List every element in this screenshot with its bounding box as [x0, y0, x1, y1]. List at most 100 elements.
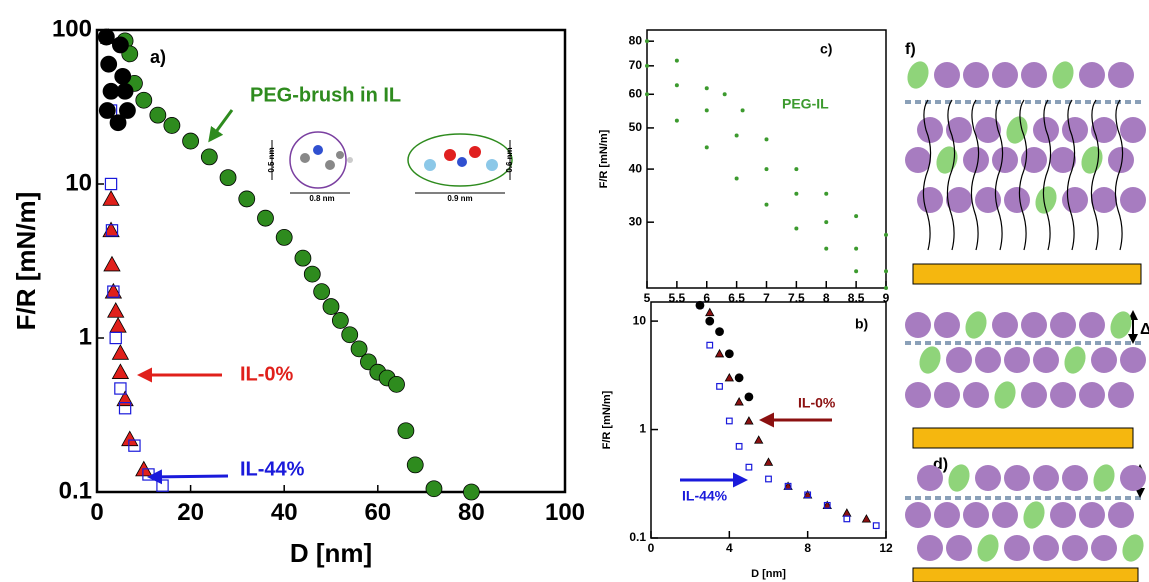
ion — [1021, 147, 1047, 173]
delta-label: Δ — [1140, 321, 1149, 338]
ion — [1021, 382, 1047, 408]
point — [861, 514, 872, 523]
point — [425, 480, 443, 498]
ion — [975, 347, 1001, 373]
x-tick-label: 5.5 — [669, 291, 686, 305]
point — [102, 190, 120, 206]
x-tick-label: 0 — [90, 499, 103, 526]
ion — [1108, 382, 1134, 408]
series-label: PEG-brush in IL — [250, 84, 401, 106]
point — [854, 269, 859, 274]
ion — [934, 62, 960, 88]
ion — [936, 146, 958, 174]
brush-chain — [1042, 99, 1052, 251]
point — [341, 326, 359, 344]
point — [725, 417, 733, 425]
point — [724, 372, 735, 382]
point — [695, 300, 705, 310]
annotation: 0.9 nm — [447, 194, 472, 203]
point — [824, 191, 829, 196]
point — [763, 457, 774, 466]
ion — [1091, 535, 1117, 561]
point — [674, 118, 679, 123]
x-tick-label: 20 — [177, 499, 204, 526]
point — [350, 340, 368, 358]
point — [842, 508, 852, 517]
point — [109, 331, 122, 345]
point — [823, 501, 831, 509]
ion — [934, 312, 960, 338]
point — [100, 55, 118, 73]
y-tick-label: 0.1 — [629, 530, 646, 544]
point — [744, 416, 754, 425]
ion — [963, 62, 989, 88]
point — [135, 91, 153, 109]
x-tick-label: 80 — [458, 499, 485, 526]
point — [854, 214, 859, 219]
point — [794, 167, 799, 172]
point — [824, 220, 829, 225]
brush-chain — [994, 99, 1004, 251]
point — [734, 397, 744, 406]
point — [111, 344, 130, 360]
point — [182, 132, 200, 150]
ion — [1108, 147, 1134, 173]
series-arrow — [147, 469, 229, 485]
ion — [934, 382, 960, 408]
ion — [1023, 501, 1045, 529]
point — [119, 102, 136, 119]
panel-label: f) — [905, 41, 916, 58]
point — [765, 475, 772, 483]
molecules — [271, 131, 513, 194]
ion — [1081, 146, 1103, 174]
series-label: IL-44% — [682, 488, 728, 504]
ion — [1062, 535, 1088, 561]
ion — [977, 534, 999, 562]
y-tick-label: 80 — [629, 33, 643, 47]
point — [107, 302, 125, 318]
panel-label: a) — [150, 47, 166, 67]
brush-chain — [1114, 99, 1124, 251]
ion — [1079, 502, 1105, 528]
point — [734, 176, 739, 181]
ion — [1004, 535, 1030, 561]
y-tick-label: 50 — [629, 120, 643, 134]
point — [303, 265, 321, 283]
point — [704, 86, 709, 91]
point — [734, 133, 739, 138]
point — [745, 463, 753, 471]
point — [219, 169, 237, 187]
point — [704, 145, 709, 150]
point — [107, 285, 120, 298]
y-tick-label: 60 — [629, 86, 643, 100]
point — [98, 102, 116, 119]
brush-chain — [1066, 99, 1076, 251]
ion — [1062, 465, 1088, 491]
point — [388, 375, 405, 393]
point — [156, 479, 169, 492]
x-tick-label: 6 — [703, 291, 710, 305]
ion — [1120, 187, 1146, 213]
point — [105, 224, 119, 237]
ion — [994, 381, 1016, 409]
point — [103, 255, 121, 272]
point — [322, 298, 340, 315]
point — [104, 282, 123, 299]
point — [735, 442, 743, 450]
ion — [917, 117, 943, 143]
ion — [1021, 62, 1047, 88]
point — [294, 249, 312, 267]
point — [97, 28, 115, 46]
ion — [965, 311, 987, 339]
ion — [1050, 147, 1076, 173]
annotation: 0.5 nm — [267, 147, 276, 172]
ion — [963, 382, 989, 408]
brush-chain — [970, 99, 980, 251]
ion — [919, 346, 941, 374]
x-tick-label: 4 — [726, 541, 733, 555]
x-tick-label: 60 — [364, 499, 391, 526]
point — [754, 435, 764, 444]
ion — [1120, 465, 1146, 491]
ion — [975, 187, 1001, 213]
